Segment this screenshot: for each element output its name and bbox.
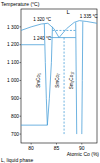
annotation: 1 335 °C — [80, 14, 99, 19]
chart: 7008009001 0001 1001 2001 300808590Tempe… — [0, 0, 100, 163]
annotation: SmCo₅ — [36, 73, 41, 88]
y-tick — [20, 44, 22, 45]
y-tick — [20, 134, 22, 135]
y-tick — [20, 62, 22, 63]
phase-line — [52, 30, 75, 31]
y-tick-label: 700 — [11, 132, 19, 137]
y-tick-label: 800 — [11, 114, 19, 119]
phase-line — [64, 38, 65, 134]
phase-line — [21, 44, 44, 45]
x-tick-label: 80 — [28, 145, 34, 151]
annotation: Sm₂Co₁₇ — [69, 71, 74, 89]
phase-line — [49, 37, 75, 38]
x-axis-label: Atomic Co (%) — [67, 151, 100, 157]
frame — [21, 9, 97, 143]
phase-line — [82, 22, 83, 135]
phase-line — [47, 27, 52, 125]
y-tick-label: 1 000 — [7, 78, 19, 83]
annotation: 1 240 °C — [33, 36, 52, 41]
phase-line — [21, 21, 97, 38]
plot-lines — [21, 21, 97, 134]
y-tick — [20, 98, 22, 99]
y-tick — [20, 116, 22, 117]
phase-line — [21, 125, 47, 126]
annotation: 1 320 °C — [33, 17, 52, 22]
annotation: SmCo₇ — [55, 73, 60, 88]
y-axis-label: Temperature (°C) — [1, 1, 40, 7]
y-tick — [20, 80, 22, 81]
y-tick-label: 1 200 — [7, 42, 19, 47]
phase-line — [76, 22, 77, 134]
y-tick-label: 900 — [11, 96, 19, 101]
y-tick-label: 1 300 — [7, 25, 19, 30]
note: L, liquid phase — [1, 157, 33, 163]
y-tick — [20, 26, 22, 27]
annotation: L — [67, 9, 71, 15]
y-tick-label: 1 100 — [7, 60, 19, 65]
x-tick-label: 85 — [54, 145, 60, 151]
